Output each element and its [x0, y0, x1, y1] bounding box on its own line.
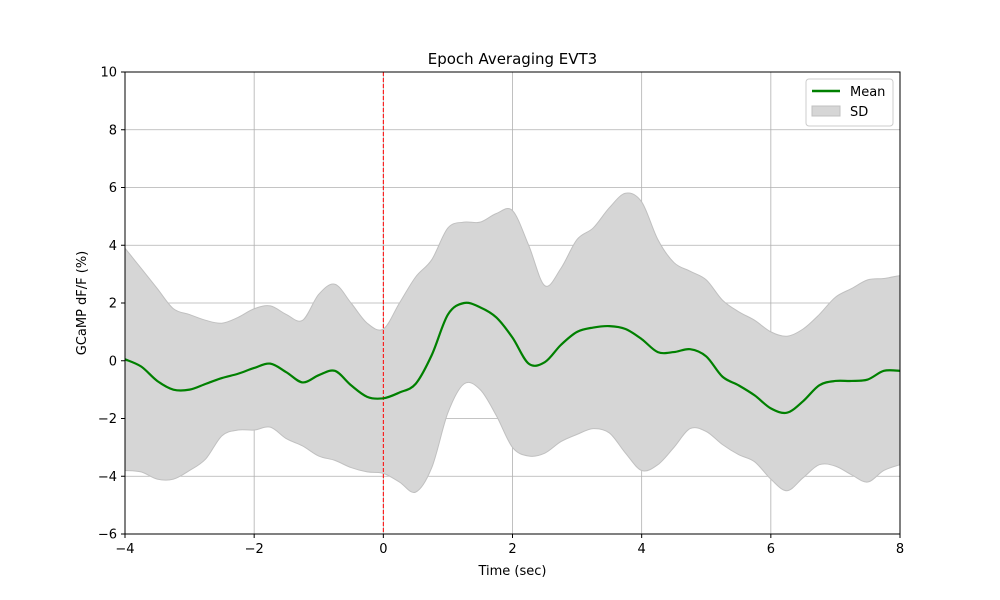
legend-sd-swatch: [811, 105, 841, 117]
y-tick-label: −2: [98, 412, 117, 427]
y-tick-label: 0: [109, 354, 117, 369]
y-tick-label: 10: [100, 66, 117, 81]
x-tick-label: 0: [379, 542, 387, 557]
x-axis-label: Time (sec): [477, 564, 546, 579]
mean-line: [124, 301, 901, 415]
x-tick-label: 6: [767, 542, 775, 557]
y-tick-label: −6: [98, 528, 117, 543]
x-tick-label: 2: [508, 542, 516, 557]
legend-mean-label: Mean: [850, 85, 885, 100]
x-tick-label: 8: [896, 542, 904, 557]
x-tick-label: −4: [115, 542, 134, 557]
chart-title: Epoch Averaging EVT3: [428, 50, 597, 68]
legend: Mean SD: [805, 78, 894, 127]
y-axis-label: GCaMP dF/F (%): [75, 251, 90, 356]
y-tick-label: 4: [109, 239, 117, 254]
y-tick-label: 8: [109, 123, 117, 138]
y-tick-label: −4: [98, 470, 117, 485]
y-tick-label: 6: [109, 181, 117, 196]
legend-sd-label: SD: [850, 105, 868, 120]
mean-line-layer: [124, 301, 901, 415]
x-tick-label: −2: [245, 542, 264, 557]
y-tick-label: 2: [109, 297, 117, 312]
x-tick-label: 4: [638, 542, 646, 557]
